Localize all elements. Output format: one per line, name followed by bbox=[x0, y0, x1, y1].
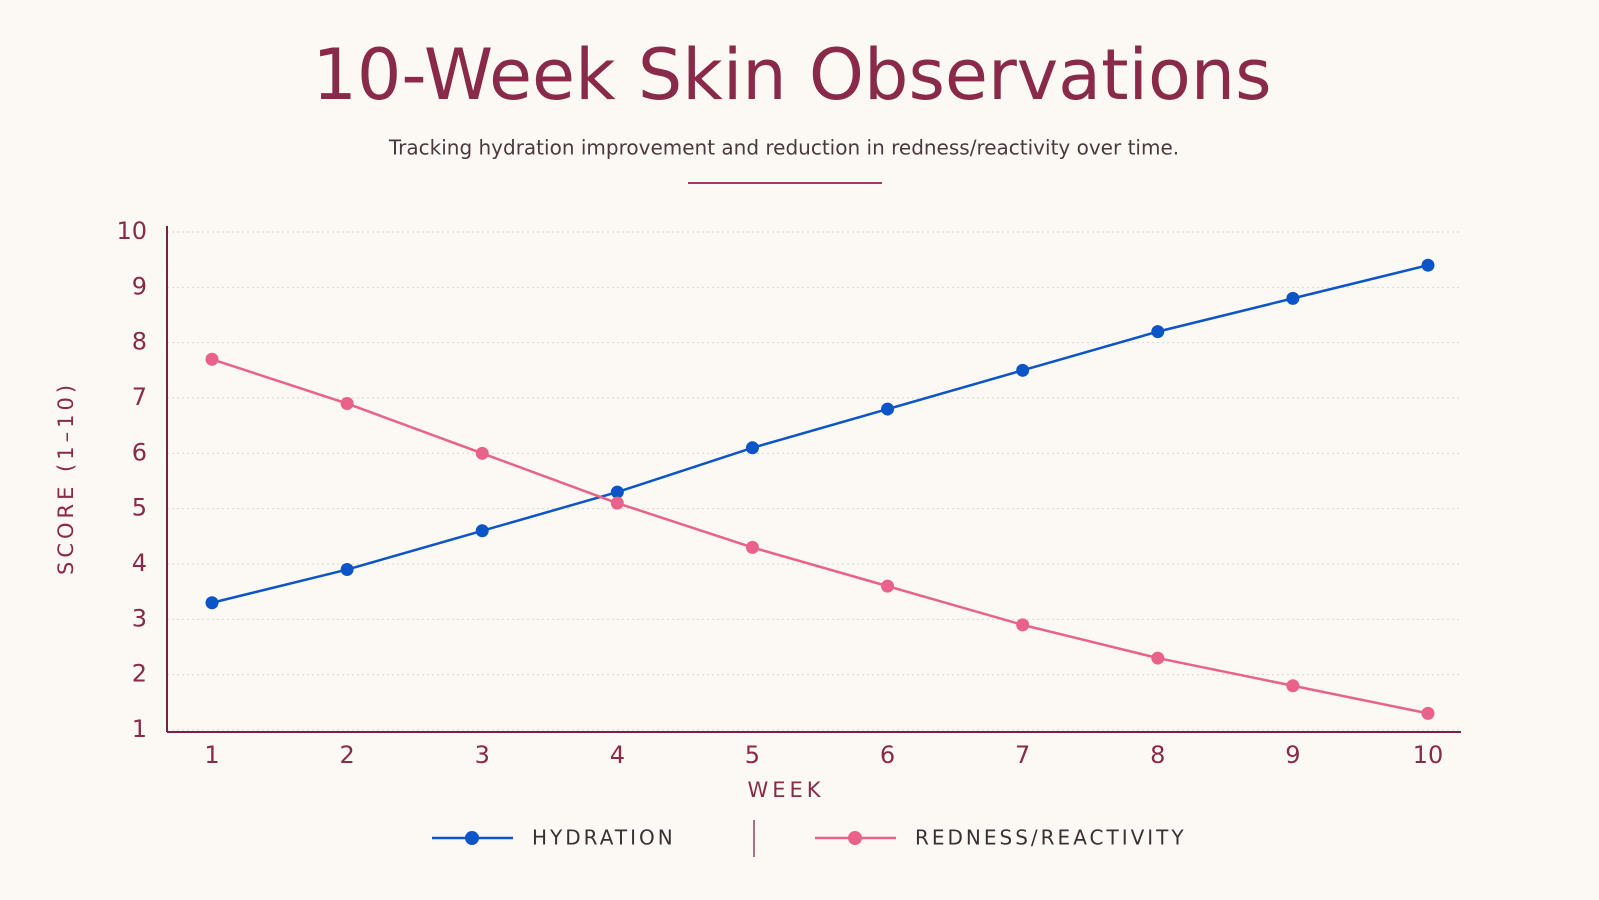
data-point bbox=[340, 397, 354, 411]
x-tick-label: 4 bbox=[610, 741, 625, 769]
x-tick-label: 5 bbox=[745, 741, 760, 769]
data-point bbox=[475, 446, 489, 460]
x-tick-label: 10 bbox=[1413, 741, 1444, 769]
data-point bbox=[610, 485, 624, 499]
data-point bbox=[881, 579, 895, 593]
data-point bbox=[1421, 258, 1435, 272]
data-point bbox=[205, 352, 219, 366]
y-tick-label: 6 bbox=[132, 438, 147, 466]
x-tick-label: 3 bbox=[475, 741, 490, 769]
data-point bbox=[610, 496, 624, 510]
data-point bbox=[745, 540, 759, 554]
x-tick-label: 6 bbox=[880, 741, 895, 769]
x-tick-label: 7 bbox=[1015, 741, 1030, 769]
x-tick-label: 2 bbox=[339, 741, 354, 769]
y-tick-label: 2 bbox=[132, 660, 147, 688]
legend-label: REDNESS/REACTIVITY bbox=[915, 826, 1187, 850]
y-tick-label: 1 bbox=[132, 715, 147, 743]
y-tick-label: 7 bbox=[132, 383, 147, 411]
y-axis-title: SCORE (1–10) bbox=[54, 381, 78, 575]
data-point bbox=[1016, 618, 1030, 632]
series-line bbox=[211, 263, 1429, 604]
legend-marker bbox=[465, 831, 479, 845]
x-axis-title: WEEK bbox=[747, 778, 824, 802]
data-point bbox=[1286, 679, 1300, 693]
data-point bbox=[745, 441, 759, 455]
y-tick-label: 8 bbox=[132, 328, 147, 356]
y-tick-label: 5 bbox=[132, 494, 147, 522]
chart-subtitle: Tracking hydration improvement and reduc… bbox=[388, 136, 1179, 160]
data-point bbox=[340, 563, 354, 577]
data-point bbox=[205, 596, 219, 610]
data-point bbox=[1151, 651, 1165, 665]
data-point bbox=[1421, 706, 1435, 720]
y-tick-label: 3 bbox=[132, 604, 147, 632]
legend-marker bbox=[848, 831, 862, 845]
x-tick-label: 8 bbox=[1150, 741, 1165, 769]
data-point bbox=[1151, 325, 1165, 339]
legend-label: HYDRATION bbox=[532, 826, 676, 850]
y-tick-label: 9 bbox=[132, 272, 147, 300]
x-tick-label: 9 bbox=[1285, 741, 1300, 769]
y-tick-label: 4 bbox=[132, 549, 147, 577]
data-point bbox=[475, 524, 489, 538]
data-point bbox=[1016, 363, 1030, 377]
series-line bbox=[211, 358, 1429, 715]
y-tick-label: 10 bbox=[116, 217, 147, 245]
chart-title: 10-Week Skin Observations bbox=[312, 34, 1271, 116]
data-point bbox=[881, 402, 895, 416]
data-point bbox=[1286, 291, 1300, 305]
x-tick-label: 1 bbox=[204, 741, 219, 769]
